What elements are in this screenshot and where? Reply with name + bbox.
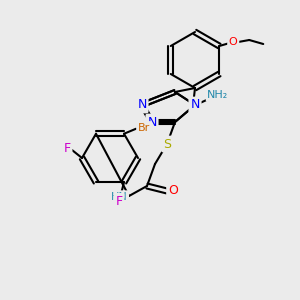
- Text: Br: Br: [138, 123, 150, 133]
- Text: O: O: [168, 184, 178, 197]
- Text: NH₂: NH₂: [207, 90, 229, 100]
- Text: S: S: [163, 137, 171, 151]
- Text: O: O: [229, 37, 238, 47]
- Text: N: N: [147, 116, 157, 128]
- Text: HN: HN: [111, 192, 128, 202]
- Text: N: N: [137, 98, 147, 112]
- Text: F: F: [63, 142, 70, 154]
- Text: F: F: [116, 195, 123, 208]
- Text: N: N: [190, 98, 200, 112]
